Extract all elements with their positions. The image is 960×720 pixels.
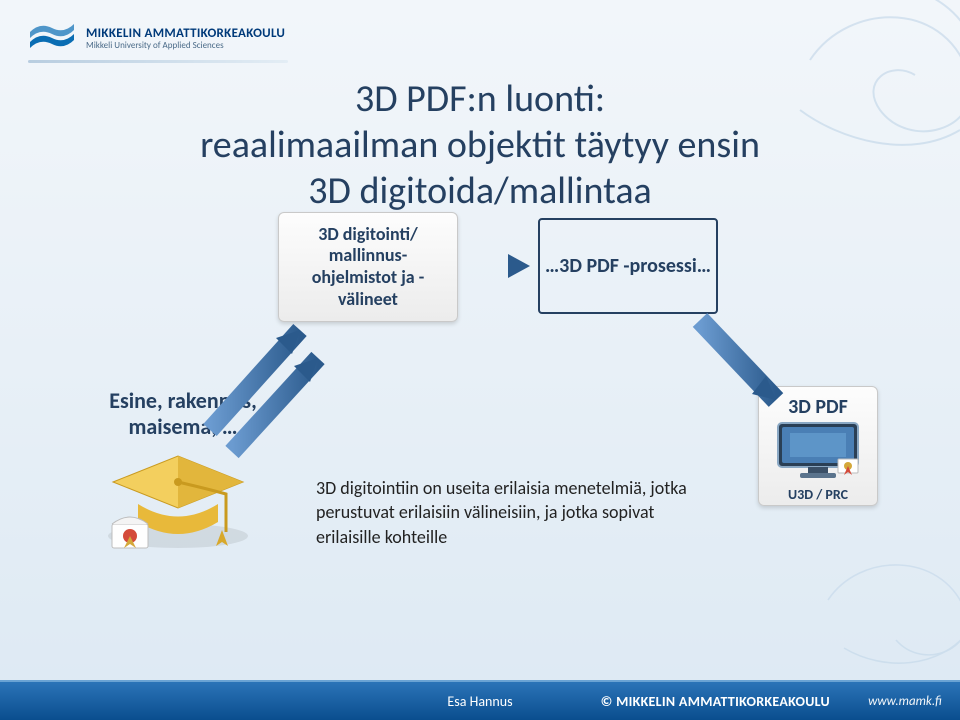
logo: MIKKELIN AMMATTIKORKEAKOULU Mikkeli Univ… <box>28 18 285 59</box>
tools-box-label: 3D digitointi/ mallinnus- ohjelmistot ja… <box>287 224 449 310</box>
logo-icon <box>28 18 76 59</box>
tools-box: 3D digitointi/ mallinnus- ohjelmistot ja… <box>278 212 458 322</box>
swirl-decoration-bottom-right <box>810 520 960 680</box>
footer-author: Esa Hannus <box>447 693 512 710</box>
footer-url: www.mamk.fi <box>868 694 942 709</box>
result-sublabel: U3D / PRC <box>788 486 848 503</box>
title-line1: 3D PDF:n luonti: <box>0 76 960 122</box>
title-line3: 3D digitoida/mallintaa <box>0 168 960 214</box>
logo-text-line1: MIKKELIN AMMATTIKORKEAKOULU <box>86 27 285 41</box>
footer: Esa Hannus © MIKKELIN AMMATTIKORKEAKOULU… <box>0 680 960 720</box>
logo-underline <box>28 60 288 63</box>
description-text: 3D digitointiin on useita erilaisia mene… <box>316 476 696 549</box>
left-object-label: Esine, rakennus, maisema, … <box>88 388 278 441</box>
slide-title: 3D PDF:n luonti: reaalimaailman objektit… <box>0 76 960 214</box>
footer-copyright: © MIKKELIN AMMATTIKORKEAKOULU <box>601 693 830 710</box>
process-box: …3D PDF -prosessi… <box>538 218 718 314</box>
graduation-cap-icon <box>98 434 258 554</box>
process-box-label: …3D PDF -prosessi… <box>545 254 711 278</box>
logo-text-line2: Mikkeli University of Applied Sciences <box>86 41 285 50</box>
monitor-icon <box>772 419 864 486</box>
title-line2: reaalimaailman objektit täytyy ensin <box>0 122 960 168</box>
result-box: 3D PDF U3D / PRC <box>758 386 878 506</box>
result-label: 3D PDF <box>788 395 848 419</box>
